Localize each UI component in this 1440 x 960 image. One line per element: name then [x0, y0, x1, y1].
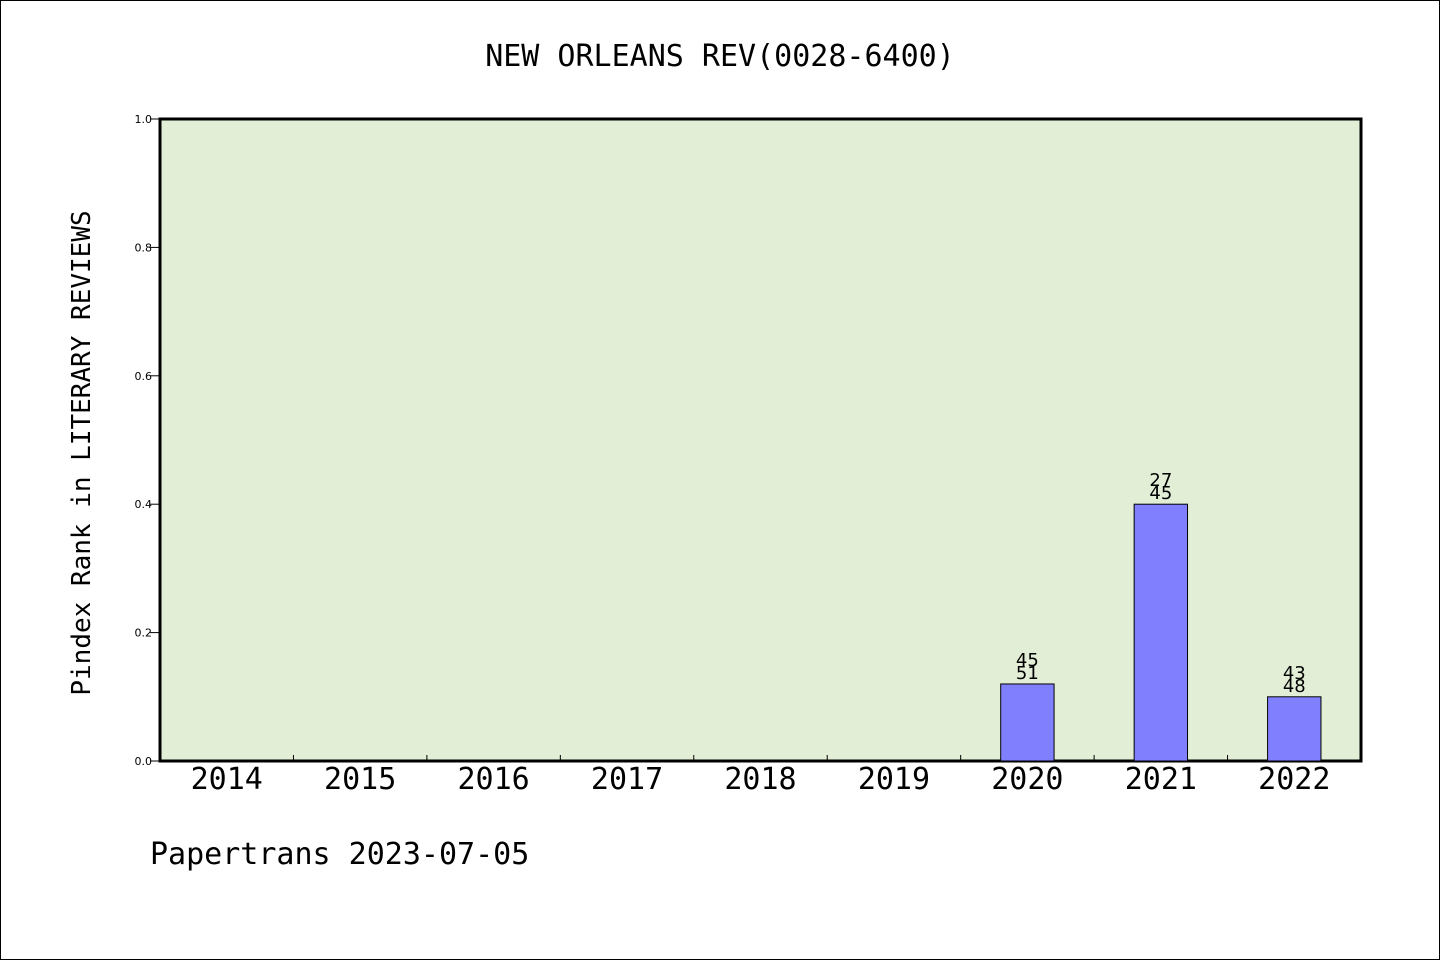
bar-2021	[1133, 503, 1189, 762]
bar-label-bottom: 51	[1016, 663, 1039, 684]
x-axis-ticks: 2014 2015 2016 2017 2018 2019 2020 2021 2022	[191, 755, 1330, 797]
y-tick-label: 0.0	[135, 755, 153, 768]
y-axis-label: Pindex Rank in LITERARY REVIEWS	[67, 210, 97, 695]
bar-label-top: 43	[1283, 663, 1306, 684]
x-tick-label: 2017	[591, 762, 663, 797]
source-footer: Papertrans 2023-07-05	[150, 837, 529, 872]
y-tick-label: 0.6	[135, 370, 153, 383]
y-tick-label: 1.0	[135, 113, 153, 126]
bar-2020	[1000, 683, 1055, 762]
x-tick-label: 2020	[991, 762, 1063, 797]
x-tick-label: 2016	[457, 762, 529, 797]
x-tick-label: 2015	[324, 762, 396, 797]
y-tick-label: 0.4	[135, 498, 153, 511]
chart-title: NEW ORLEANS REV(0028-6400)	[485, 39, 955, 74]
bar-label-top: 45	[1016, 650, 1039, 671]
x-tick-label: 2014	[191, 762, 263, 797]
bar-label-top: 27	[1149, 470, 1172, 491]
bar-label-bottom: 45	[1149, 483, 1172, 504]
bars	[1000, 503, 1322, 762]
y-tick-label: 0.2	[135, 627, 153, 640]
bar-2022	[1267, 696, 1322, 762]
x-tick-label: 2018	[724, 762, 796, 797]
bar-label-bottom: 48	[1283, 676, 1306, 697]
x-tick-label: 2019	[858, 762, 930, 797]
x-tick-label: 2022	[1258, 762, 1330, 797]
x-tick-label: 2021	[1125, 762, 1197, 797]
y-tick-label: 0.8	[135, 241, 153, 254]
y-axis-ticks: 0.0 0.2 0.4 0.6 0.8 1.0	[135, 113, 160, 768]
